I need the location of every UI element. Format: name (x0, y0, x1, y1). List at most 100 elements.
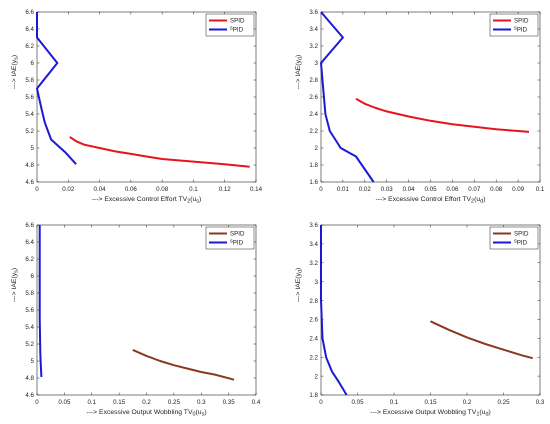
legend-entry-label: SPID (514, 18, 529, 25)
x-tick-label: 0.14 (250, 186, 263, 193)
x-tick-label: 0 (35, 399, 39, 406)
x-tick-label: 0.05 (424, 186, 437, 193)
y-tick-label: 1.8 (309, 392, 318, 399)
y-tick-label: 2.2 (309, 354, 318, 361)
x-tick-label: 0.35 (223, 399, 236, 406)
y-tick-label: 2.4 (309, 336, 318, 343)
y-axis-label: ---> IAE(yd) (295, 268, 304, 303)
x-tick-label: 0.02 (62, 186, 75, 193)
chart-panel-4: 0 0.05 0.1 0.15 0.2 0.25 0.3 1.8 2 2.2 2.4 2.6 2.8 3 3… (295, 222, 545, 417)
x-tick-label: 0.04 (403, 186, 416, 193)
x-tick-label: 0.1 (189, 186, 198, 193)
x-axis-label: ---> Excessive Output Wobbling TV1(ud) (370, 409, 491, 418)
y-tick-label: 5.8 (25, 77, 34, 84)
x-tick-label: 0.1 (87, 399, 96, 406)
x-tick-label: 0.08 (490, 186, 503, 193)
y-tick-label: 2.8 (309, 77, 318, 84)
x-axis-label: ---> Excessive Output Wobbling TV0(us) (86, 409, 206, 418)
series-line-pid (38, 225, 43, 378)
y-tick-label: 4.6 (25, 179, 34, 186)
legend-entry-label: sPID (514, 239, 528, 247)
y-tick-label: 6.4 (25, 239, 34, 246)
y-tick-label: 5.4 (25, 324, 34, 331)
y-tick-label: 4.8 (25, 375, 34, 382)
y-tick-label: 5.6 (25, 307, 34, 314)
y-tick-label: 5.2 (25, 128, 34, 135)
plot-area (36, 11, 257, 183)
y-tick-label: 5.8 (25, 290, 34, 297)
series-line-spid (132, 348, 235, 381)
y-tick-label: 1.8 (309, 162, 318, 169)
x-tick-label: 0.25 (168, 399, 181, 406)
x-tick-label: 0.06 (125, 186, 138, 193)
y-tick-label: 3.6 (309, 9, 318, 16)
y-tick-label: 2.6 (309, 94, 318, 101)
x-axis-label: ---> Excessive Control Effort TV2(ud) (376, 196, 486, 205)
y-tick-label: 5.4 (25, 111, 34, 118)
legend-entry-label: sPID (514, 26, 528, 34)
x-tick-label: 0.1 (390, 399, 399, 406)
x-tick-label: 0.3 (197, 399, 206, 406)
x-tick-label: 0.1 (536, 186, 545, 193)
y-tick-label: 6 (31, 273, 35, 280)
x-tick-label: 0.08 (156, 186, 169, 193)
chart-panel-1: 0 0.02 0.04 0.06 0.08 0.1 0.12 0.14 4.6 4.8 5 5.2 5.… (11, 9, 263, 204)
y-tick-label: 6.2 (25, 256, 34, 263)
x-tick-label: 0.15 (424, 399, 437, 406)
plot-area (320, 224, 541, 396)
legend-entry-label: sPID (230, 239, 244, 247)
legend-entry-label: SPID (230, 18, 245, 25)
x-tick-label: 0.3 (536, 399, 545, 406)
y-tick-label: 3 (315, 279, 319, 286)
y-tick-label: 3.4 (309, 241, 318, 248)
plot-area (36, 224, 257, 396)
y-tick-label: 2.2 (309, 128, 318, 135)
x-tick-label: 0.25 (497, 399, 510, 406)
y-tick-label: 2.8 (309, 298, 318, 305)
y-tick-label: 2 (315, 373, 319, 380)
y-tick-label: 6.4 (25, 26, 34, 33)
x-tick-label: 0.05 (351, 399, 364, 406)
legend-entry-label: sPID (230, 26, 244, 34)
series-line-spid (69, 136, 250, 168)
x-tick-label: 0.2 (463, 399, 472, 406)
y-tick-label: 4.6 (25, 392, 34, 399)
x-tick-label: 0.01 (337, 186, 350, 193)
x-tick-label: 0 (319, 399, 323, 406)
y-tick-label: 4.8 (25, 162, 34, 169)
x-tick-label: 0 (35, 186, 39, 193)
legend-entry-label: SPID (230, 231, 245, 238)
y-tick-label: 5 (31, 358, 35, 365)
plot-area (320, 11, 541, 183)
y-tick-label: 5.2 (25, 341, 34, 348)
y-tick-label: 2.4 (309, 111, 318, 118)
x-tick-label: 0.12 (219, 186, 232, 193)
y-tick-label: 3.2 (309, 260, 318, 267)
y-tick-label: 6 (31, 60, 35, 67)
y-tick-label: 5 (31, 145, 35, 152)
chart-panel-3: 0 0.05 0.1 0.15 0.2 0.25 0.3 0.35 0.4 4.6 4.8 5 5.2 5… (11, 222, 261, 417)
y-tick-label: 2 (315, 145, 319, 152)
y-tick-label: 3.2 (309, 43, 318, 50)
y-axis-label: ---> IAE(yd) (295, 55, 304, 90)
y-tick-label: 3 (315, 60, 319, 67)
x-tick-label: 0.4 (252, 399, 261, 406)
y-tick-label: 5.6 (25, 94, 34, 101)
y-tick-label: 3.4 (309, 26, 318, 33)
y-tick-label: 2.6 (309, 317, 318, 324)
y-axis-label: ---> IAE(ys) (11, 55, 20, 89)
x-tick-label: 0.07 (468, 186, 481, 193)
x-tick-label: 0.09 (512, 186, 525, 193)
x-tick-label: 0 (319, 186, 323, 193)
x-tick-label: 0.05 (58, 399, 71, 406)
y-tick-label: 3.6 (309, 222, 318, 229)
y-tick-label: 6.2 (25, 43, 34, 50)
y-tick-label: 6.6 (25, 9, 34, 16)
x-tick-label: 0.04 (94, 186, 107, 193)
y-tick-label: 1.6 (309, 179, 318, 186)
